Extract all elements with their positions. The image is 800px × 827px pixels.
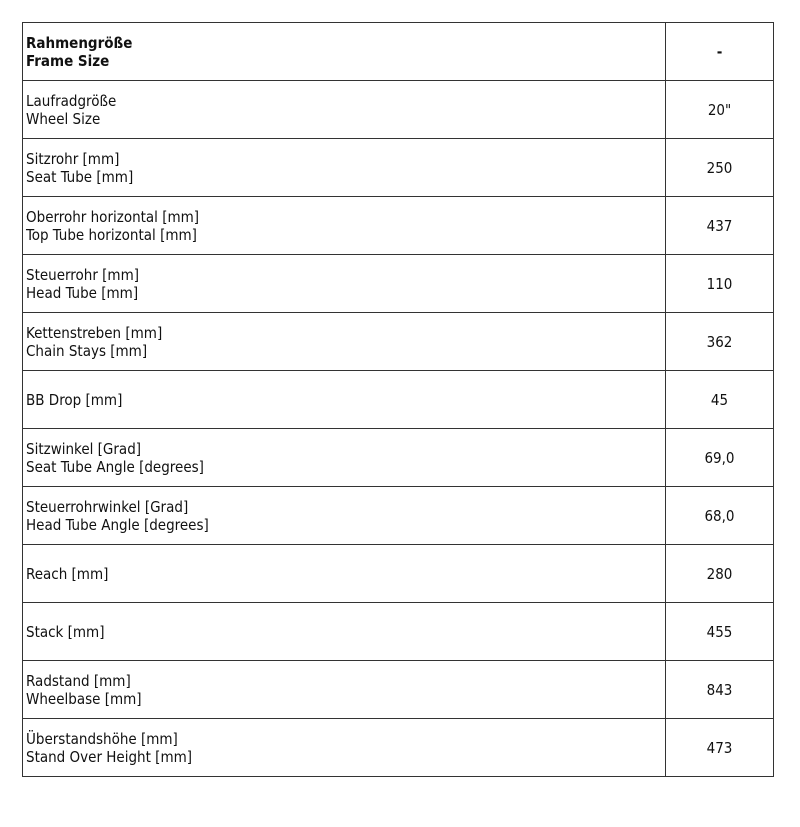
row-value-cell: 843 (665, 660, 774, 719)
row-value-cell: 20" (665, 80, 774, 139)
label-german: BB Drop [mm] (26, 390, 123, 409)
row-value-cell: 110 (665, 254, 774, 313)
label-german: Steuerrohrwinkel [Grad] (26, 497, 189, 516)
label-german: Oberrohr horizontal [mm] (26, 207, 200, 226)
row-label-cell: Sitzwinkel [Grad] Seat Tube Angle [degree… (22, 428, 666, 487)
row-label-cell: Sitzrohr [mm] Seat Tube [mm] (22, 138, 666, 197)
row-value-cell: 473 (665, 718, 774, 777)
table-row: Sitzwinkel [Grad] Seat Tube Angle [degree… (22, 428, 774, 487)
label-german: Rahmengröße (26, 33, 133, 52)
table-row: Kettenstreben [mm] Chain Stays [mm] 362 (22, 312, 774, 371)
table-row: Oberrohr horizontal [mm] Top Tube horizon… (22, 196, 774, 255)
row-value-cell: 280 (665, 544, 774, 603)
row-label-cell: Steuerrohrwinkel [Grad] Head Tube Angle [… (22, 486, 666, 545)
row-label-cell: Reach [mm] (22, 544, 666, 603)
label-german: Reach [mm] (26, 564, 109, 583)
row-label-cell: Kettenstreben [mm] Chain Stays [mm] (22, 312, 666, 371)
table-row: Radstand [mm] Wheelbase [mm] 843 (22, 660, 774, 719)
row-value-cell: 69,0 (665, 428, 774, 487)
table-row: BB Drop [mm] 45 (22, 370, 774, 429)
row-label-cell: Steuerrohr [mm] Head Tube [mm] (22, 254, 666, 313)
table-row: Reach [mm] 280 (22, 544, 774, 603)
label-german: Steuerrohr [mm] (26, 265, 139, 284)
label-german: Radstand [mm] (26, 671, 131, 690)
table-row: Steuerrohr [mm] Head Tube [mm] 110 (22, 254, 774, 313)
label-english: Wheelbase [mm] (26, 689, 142, 708)
row-value-cell: 68,0 (665, 486, 774, 545)
label-english: Chain Stays [mm] (26, 341, 148, 360)
table-row: Stack [mm] 455 (22, 602, 774, 661)
row-value-cell: 362 (665, 312, 774, 371)
table-row: Laufradgröße Wheel Size 20" (22, 80, 774, 139)
row-label-cell: Überstandshöhe [mm] Stand Over Height [mm… (22, 718, 666, 777)
label-german: Kettenstreben [mm] (26, 323, 163, 342)
header-label-cell: Rahmengröße Frame Size (22, 22, 666, 81)
label-german: Stack [mm] (26, 622, 105, 641)
label-english: Stand Over Height [mm] (26, 747, 193, 766)
row-value-cell: 45 (665, 370, 774, 429)
label-german: Überstandshöhe [mm] (26, 729, 178, 748)
table-row: Sitzrohr [mm] Seat Tube [mm] 250 (22, 138, 774, 197)
table-header-row: Rahmengröße Frame Size - (22, 22, 774, 81)
row-value-cell: 437 (665, 196, 774, 255)
table-row: Steuerrohrwinkel [Grad] Head Tube Angle [… (22, 486, 774, 545)
table-row: Überstandshöhe [mm] Stand Over Height [mm… (22, 718, 774, 777)
label-english: Top Tube horizontal [mm] (26, 225, 197, 244)
label-german: Sitzwinkel [Grad] (26, 439, 142, 458)
label-english: Head Tube [mm] (26, 283, 139, 302)
row-label-cell: BB Drop [mm] (22, 370, 666, 429)
row-value-cell: 250 (665, 138, 774, 197)
label-german: Laufradgröße (26, 91, 117, 110)
label-english: Frame Size (26, 51, 110, 70)
row-label-cell: Oberrohr horizontal [mm] Top Tube horizon… (22, 196, 666, 255)
label-english: Head Tube Angle [degrees] (26, 515, 209, 534)
label-english: Seat Tube [mm] (26, 167, 134, 186)
label-english: Seat Tube Angle [degrees] (26, 457, 204, 476)
row-value-cell: 455 (665, 602, 774, 661)
label-english: Wheel Size (26, 109, 101, 128)
header-value-cell: - (665, 22, 774, 81)
row-label-cell: Laufradgröße Wheel Size (22, 80, 666, 139)
row-label-cell: Radstand [mm] Wheelbase [mm] (22, 660, 666, 719)
geometry-table: Rahmengröße Frame Size - Laufradgröße Whe… (22, 22, 774, 777)
label-german: Sitzrohr [mm] (26, 149, 120, 168)
row-label-cell: Stack [mm] (22, 602, 666, 661)
